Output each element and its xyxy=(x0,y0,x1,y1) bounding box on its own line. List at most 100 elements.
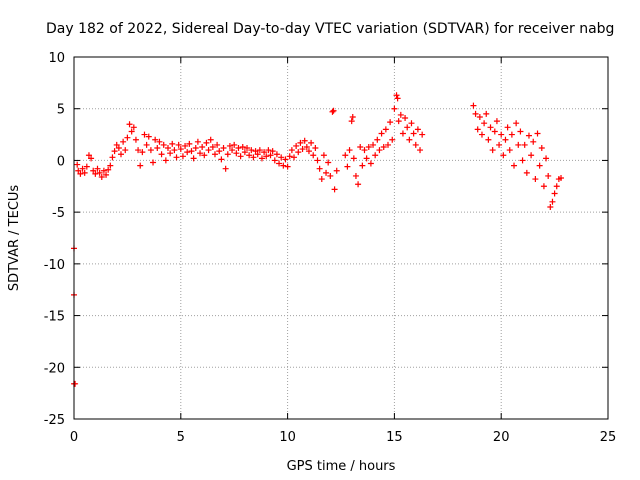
data-point xyxy=(147,147,154,154)
data-point xyxy=(330,107,337,114)
data-point xyxy=(98,173,105,180)
data-point xyxy=(130,124,137,131)
data-point xyxy=(205,147,212,154)
y-tick-label: -5 xyxy=(52,206,65,221)
data-point xyxy=(94,165,101,172)
data-point xyxy=(538,145,545,152)
data-point xyxy=(372,152,379,159)
data-point xyxy=(318,176,325,183)
data-point xyxy=(141,131,148,138)
x-tick-label: 15 xyxy=(386,430,403,445)
data-point xyxy=(402,115,409,122)
data-point xyxy=(224,151,231,158)
data-point xyxy=(346,147,353,154)
data-point xyxy=(194,138,201,145)
data-point xyxy=(226,142,233,149)
data-point xyxy=(175,141,182,148)
y-tick-label: 10 xyxy=(48,51,65,66)
data-point xyxy=(160,141,167,148)
data-point xyxy=(365,143,372,150)
data-point xyxy=(72,380,79,387)
data-point xyxy=(150,159,157,166)
data-point xyxy=(197,150,204,157)
data-point xyxy=(530,138,537,145)
data-point xyxy=(216,148,223,155)
data-point xyxy=(250,154,257,161)
data-point xyxy=(258,155,265,162)
data-point xyxy=(481,120,488,127)
x-tick-label: 20 xyxy=(493,430,510,445)
data-point xyxy=(115,145,122,152)
data-point xyxy=(77,170,84,177)
data-point xyxy=(218,156,225,163)
data-point xyxy=(323,169,330,176)
data-point xyxy=(389,136,396,143)
data-point xyxy=(154,145,161,152)
data-point xyxy=(156,138,163,145)
data-point xyxy=(342,152,349,159)
data-point xyxy=(532,176,539,183)
data-point xyxy=(199,143,206,150)
data-point xyxy=(506,147,513,154)
data-point xyxy=(540,183,547,190)
data-point xyxy=(508,131,515,138)
data-point xyxy=(179,153,186,160)
data-point xyxy=(109,154,116,161)
data-point xyxy=(382,126,389,133)
x-tick-label: 25 xyxy=(600,430,617,445)
data-point xyxy=(534,130,541,137)
data-point xyxy=(265,147,272,154)
data-point xyxy=(267,152,274,159)
data-point xyxy=(553,183,560,190)
data-point xyxy=(498,131,505,138)
data-point xyxy=(105,166,112,173)
data-point xyxy=(361,147,368,154)
data-point xyxy=(79,165,86,172)
data-point xyxy=(485,136,492,143)
data-point xyxy=(543,155,550,162)
data-point xyxy=(333,167,340,174)
data-point xyxy=(513,120,520,127)
data-point xyxy=(393,92,400,99)
data-point xyxy=(237,153,244,160)
data-point xyxy=(186,140,193,147)
data-point xyxy=(173,154,180,161)
y-tick-label: 0 xyxy=(57,154,65,169)
data-point xyxy=(169,140,176,147)
data-point xyxy=(410,130,417,137)
data-point xyxy=(83,163,90,170)
data-point xyxy=(350,155,357,162)
data-point xyxy=(209,143,216,150)
y-axis-label: SDTVAR / TECUs xyxy=(7,185,22,292)
data-point xyxy=(378,130,385,137)
data-point xyxy=(261,149,268,156)
data-point xyxy=(103,171,110,178)
data-point xyxy=(271,157,278,164)
data-point xyxy=(500,152,507,159)
data-point xyxy=(476,113,483,120)
data-point xyxy=(201,152,208,159)
data-point xyxy=(280,162,287,169)
data-point xyxy=(545,172,552,179)
data-point xyxy=(491,128,498,135)
data-point xyxy=(408,120,415,127)
data-point xyxy=(301,137,308,144)
data-point xyxy=(352,172,359,179)
data-point xyxy=(478,131,485,138)
data-points xyxy=(71,92,565,387)
data-point xyxy=(523,169,530,176)
data-point xyxy=(547,203,554,210)
x-tick-label: 10 xyxy=(279,430,296,445)
data-point xyxy=(528,152,535,159)
data-point xyxy=(344,163,351,170)
data-point xyxy=(310,152,317,159)
data-point xyxy=(117,151,124,158)
data-point xyxy=(511,162,518,169)
data-point xyxy=(329,108,336,115)
data-point xyxy=(107,162,114,169)
data-point xyxy=(190,155,197,162)
grid xyxy=(74,57,608,419)
data-point xyxy=(380,143,387,150)
data-point xyxy=(320,152,327,159)
